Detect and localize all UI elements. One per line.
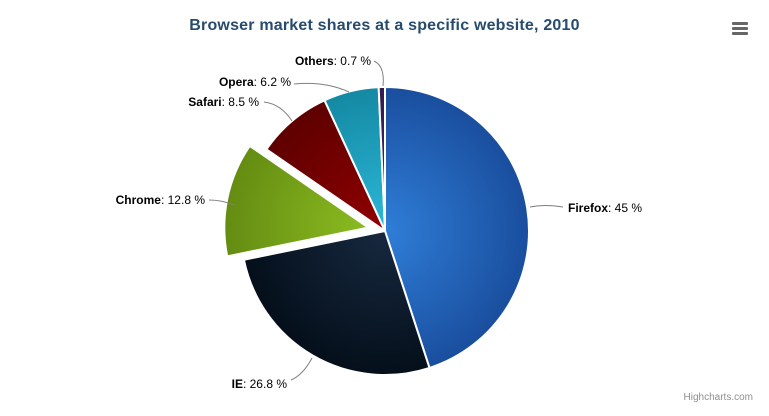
hamburger-icon — [732, 22, 748, 25]
hamburger-icon — [732, 27, 748, 30]
label-connector-firefox — [529, 205, 564, 208]
label-connector-others — [373, 60, 384, 87]
hamburger-icon — [732, 32, 748, 35]
pie-label-chrome: Chrome: 12.8 % — [115, 193, 205, 207]
label-connector-chrome — [208, 199, 235, 206]
pie-slice-others[interactable] — [377, 86, 386, 232]
pie-slice-firefox[interactable] — [384, 86, 530, 369]
pie-label-others: Others: 0.7 % — [294, 54, 371, 68]
label-connector-opera — [293, 82, 350, 93]
pie-label-firefox: Firefox: 45 % — [568, 201, 643, 215]
pie-label-safari: Safari: 8.5 % — [188, 95, 259, 109]
chart-title: Browser market shares at a specific webs… — [189, 17, 580, 34]
highcharts-credit[interactable]: Highcharts.com — [683, 392, 753, 403]
label-connector-ie — [290, 357, 313, 381]
pie-slice-chrome[interactable] — [223, 144, 370, 258]
label-connector-safari — [263, 101, 293, 122]
export-menu-button[interactable] — [732, 22, 748, 35]
pie-slice-ie[interactable] — [242, 230, 431, 376]
pie-label-opera: Opera: 6.2 % — [218, 75, 291, 89]
pie-label-ie: IE: 26.8 % — [231, 377, 287, 391]
